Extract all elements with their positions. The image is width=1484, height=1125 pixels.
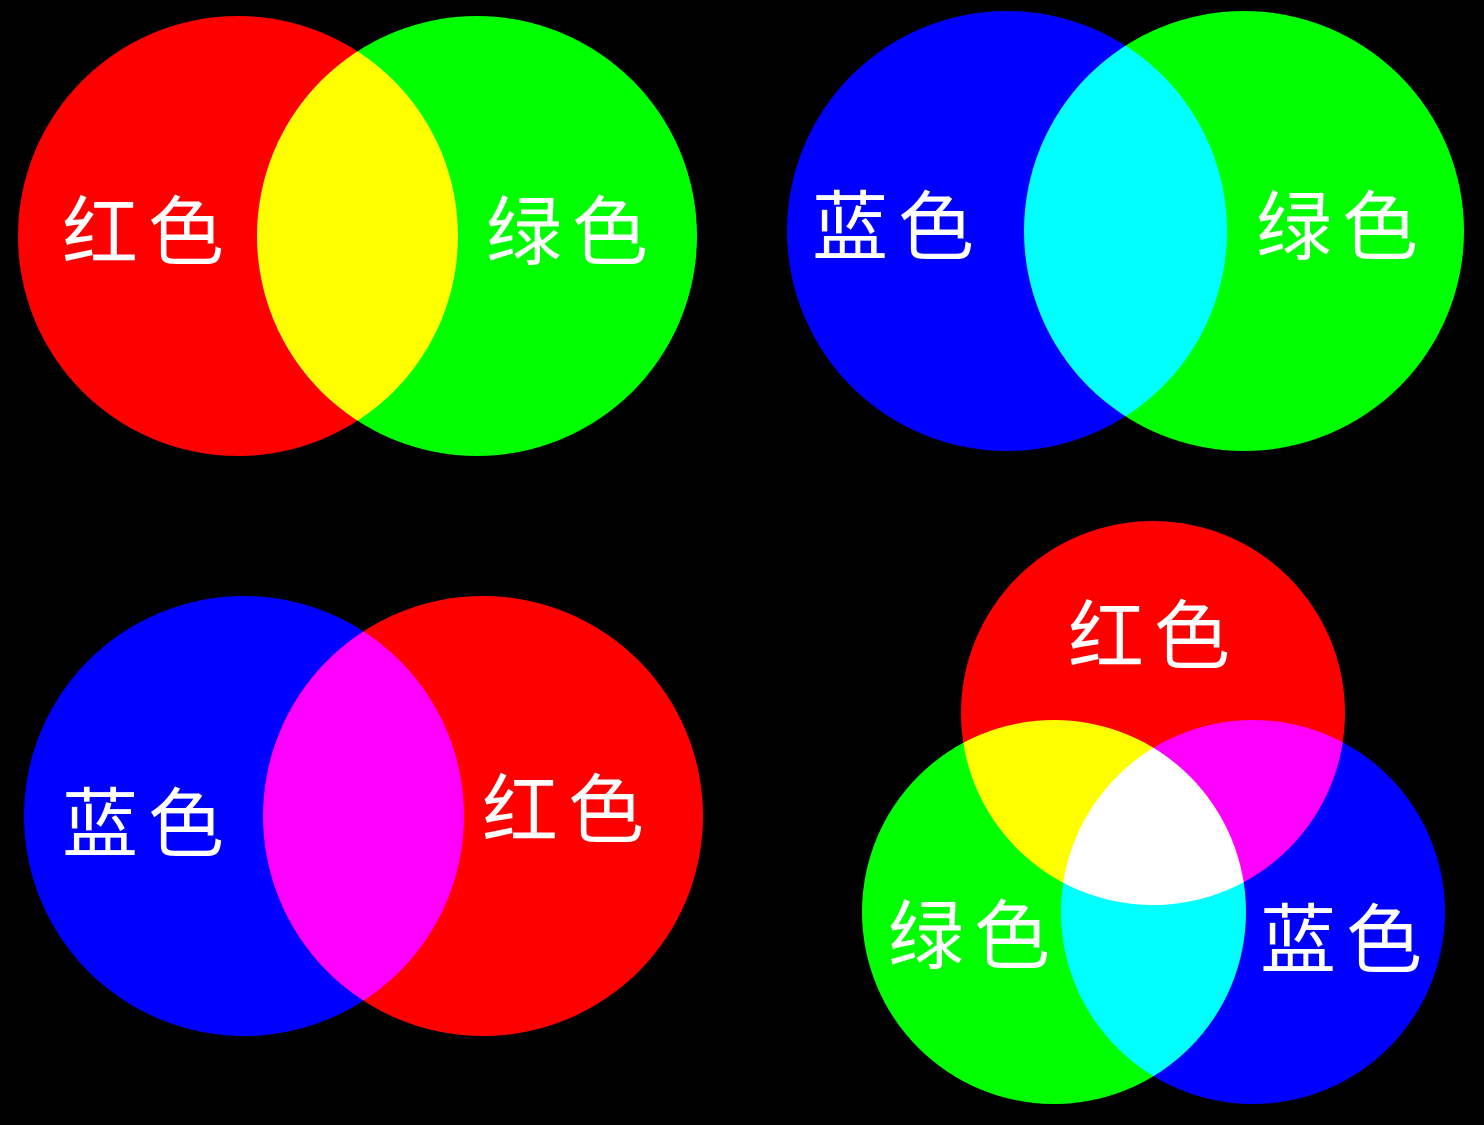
circle-green — [1024, 11, 1464, 451]
circle-blue — [1061, 720, 1445, 1104]
label-red-green-left: 红色 — [62, 188, 234, 277]
label-blue-green-right: 绿色 — [1256, 183, 1428, 272]
panel-blue-green — [787, 11, 1464, 451]
panel-red-green-blue — [862, 521, 1445, 1104]
label-rgb-top: 红色 — [1068, 592, 1240, 681]
label-red-green-right: 绿色 — [486, 188, 658, 277]
circle-green — [257, 16, 697, 456]
panel-red-green — [18, 16, 697, 456]
label-blue-red-left: 蓝色 — [62, 780, 234, 869]
label-rgb-left: 绿色 — [888, 892, 1060, 981]
circle-red — [263, 596, 703, 1036]
label-rgb-right: 蓝色 — [1260, 896, 1432, 985]
label-blue-green-left: 蓝色 — [812, 183, 984, 272]
panel-blue-red — [24, 596, 703, 1036]
label-blue-red-right: 红色 — [482, 766, 654, 855]
